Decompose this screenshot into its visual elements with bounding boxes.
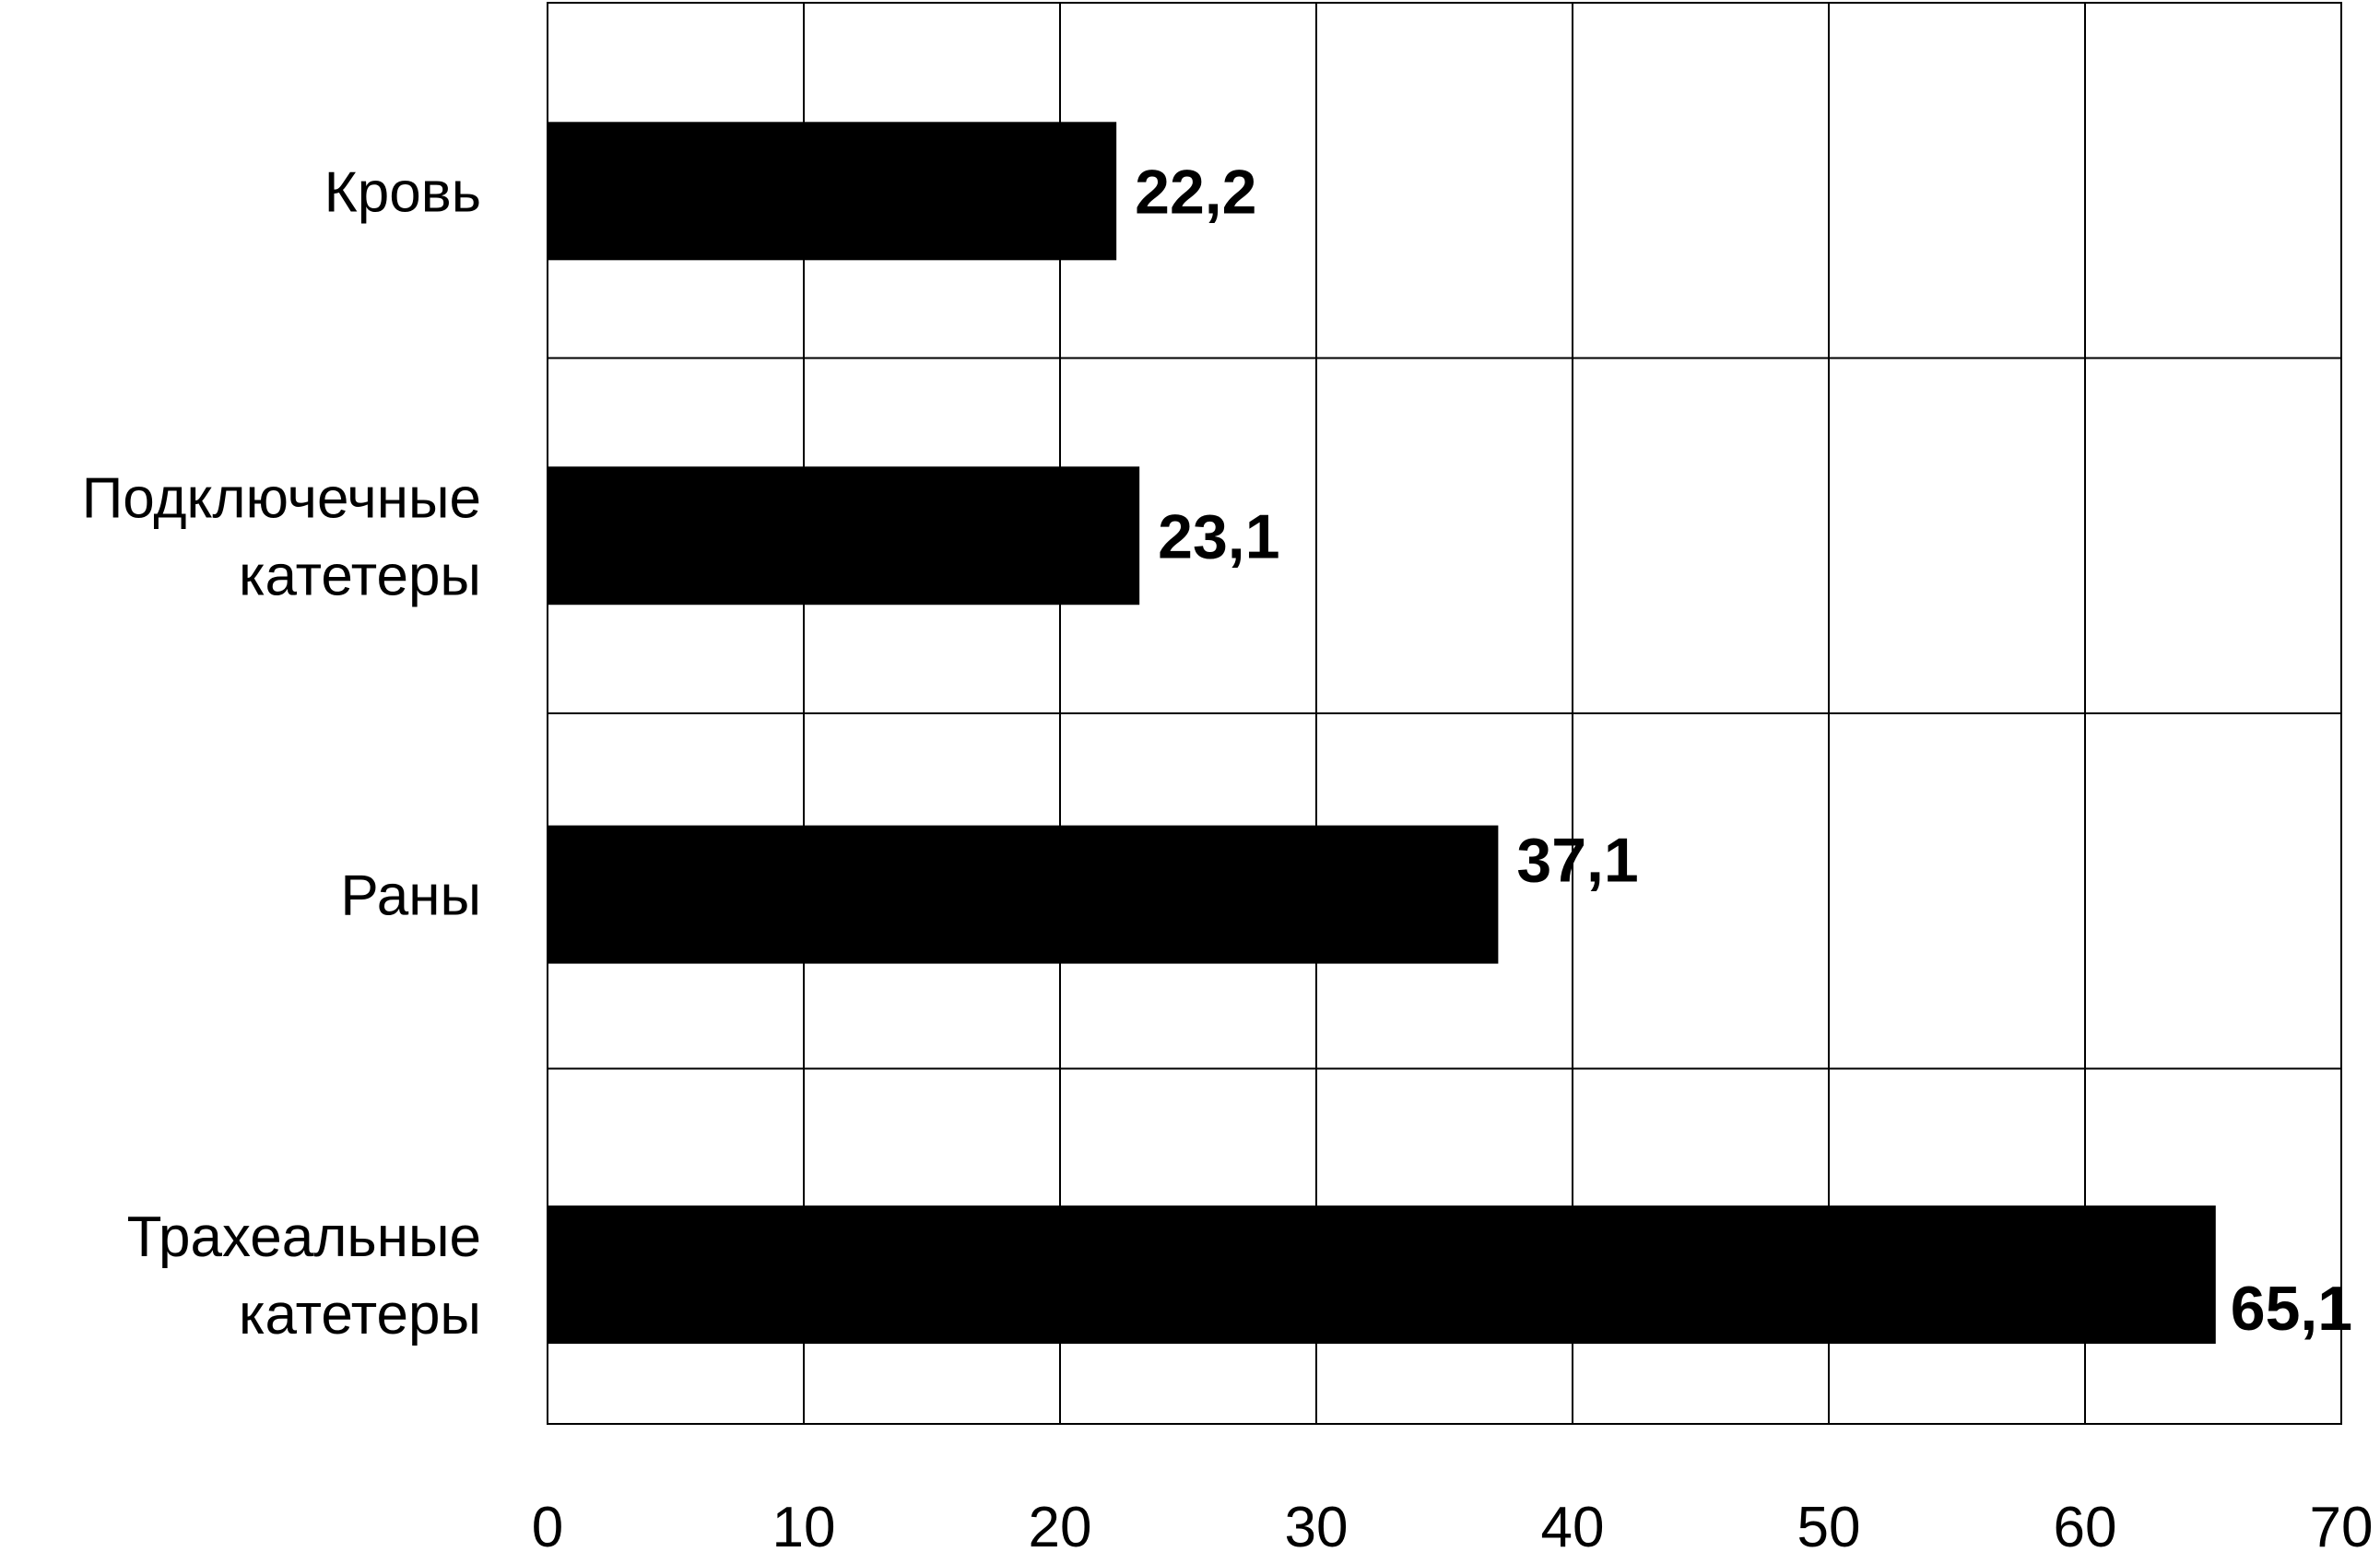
category-label: катетеры	[239, 1283, 481, 1346]
bar	[548, 825, 1499, 964]
category-label: Подключечные	[82, 466, 481, 530]
x-tick-label: 30	[1285, 1496, 1349, 1547]
x-tick-label: 10	[772, 1496, 836, 1547]
x-tick-label: 20	[1029, 1496, 1092, 1547]
data-label: 23,1	[1158, 501, 1279, 571]
category-label: Кровь	[324, 160, 481, 224]
category-label: Трахеальные	[127, 1205, 481, 1269]
data-label: 65,1	[2231, 1274, 2352, 1344]
x-tick-label: 40	[1541, 1496, 1605, 1547]
x-tick-label: 0	[532, 1496, 563, 1547]
bar	[548, 466, 1140, 606]
category-labels: Кровь Подключечные катетеры Раны Трахеальные…	[82, 160, 481, 1346]
bars	[548, 122, 2216, 1345]
x-axis-tick-labels: 0 10 20 30 40 50 60 70	[532, 1496, 2374, 1552]
x-tick-label: 50	[1797, 1496, 1861, 1547]
category-label: катетеры	[239, 544, 481, 607]
data-label: 22,2	[1135, 157, 1256, 227]
x-tick-label: 70	[2310, 1496, 2374, 1547]
bar	[548, 122, 1117, 261]
x-tick-label: 60	[2054, 1496, 2117, 1547]
bar	[548, 1205, 2216, 1345]
data-label: 37,1	[1516, 826, 1638, 896]
category-label: Раны	[340, 864, 481, 928]
grid	[547, 2, 2342, 1425]
data-labels: 22,2 23,1 37,1 65,1	[1135, 157, 2352, 1344]
